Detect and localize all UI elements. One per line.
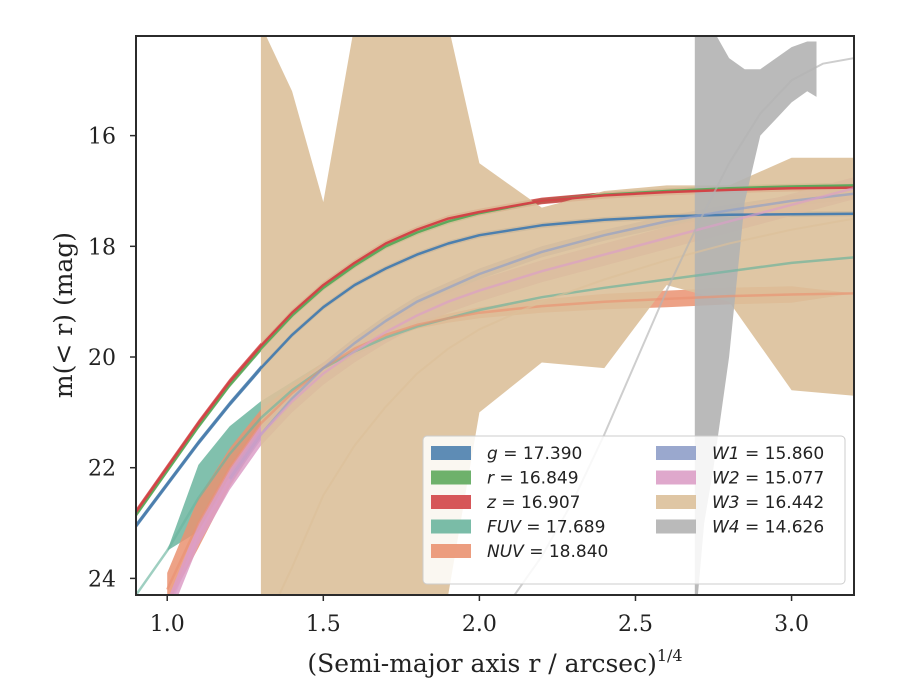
line-fuv: [136, 256, 854, 595]
legend-label-w1: W1 = 15.860: [712, 444, 824, 464]
x-axis-label: (Semi-major axis r / arcsec)1/4: [307, 646, 682, 678]
legend-label-z: z = 16.907: [486, 493, 580, 513]
legend-label-nuv: NUV = 18.840: [487, 542, 608, 562]
legend-swatch-w3: [656, 495, 696, 509]
legend-swatch-w4: [656, 519, 696, 534]
y-axis-ticks: 16 18 20 22 24: [88, 125, 136, 592]
x-axis-ticks: 1.0 1.5 2.0 2.5 3.0: [150, 595, 809, 637]
y-tick-label: 24: [88, 567, 116, 592]
series-lines: [136, 57, 854, 595]
line-z: [136, 186, 854, 513]
y-tick-label: 20: [88, 346, 116, 371]
line-w3: [277, 217, 854, 595]
x-tick-label: 2.5: [618, 612, 653, 637]
legend-label-w3: W3 = 16.442: [712, 493, 824, 513]
legend-swatch-r: [431, 470, 471, 485]
x-tick-label: 2.0: [462, 612, 497, 637]
x-tick-label: 3.0: [774, 612, 809, 637]
x-tick-label: 1.5: [306, 612, 341, 637]
legend-label-w2: W2 = 15.077: [712, 469, 824, 489]
line-w2: [172, 186, 854, 595]
legend-swatch-z: [431, 495, 471, 509]
legend-swatch-w2: [656, 470, 696, 485]
band-w4: [694, 36, 817, 595]
legend-swatch-nuv: [431, 544, 471, 558]
y-tick-label: 18: [88, 235, 116, 260]
legend: g = 17.390 r = 16.849 z = 16.907 FUV = 17.6…: [422, 435, 846, 585]
legend-swatch-fuv: [431, 519, 471, 534]
x-axis-label-main: (Semi-major axis r / arcsec): [307, 649, 656, 678]
legend-label-fuv: FUV = 17.689: [487, 518, 605, 538]
plot-frame: [135, 35, 855, 596]
x-tick-label: 1.0: [150, 612, 185, 637]
legend-box: [422, 435, 846, 585]
band-w3: [260, 36, 854, 595]
legend-swatch-w1: [656, 446, 696, 460]
line-g: [136, 212, 854, 527]
y-tick-label: 16: [88, 125, 116, 150]
line-w1: [228, 192, 854, 480]
legend-label-r: r = 16.849: [487, 469, 579, 489]
legend-label-w4: W4 = 14.626: [712, 518, 824, 538]
x-axis-label-sup: 1/4: [657, 646, 683, 665]
y-tick-label: 22: [88, 457, 116, 482]
y-axis-label: m(< r) (mag): [49, 232, 78, 398]
line-nuv: [166, 292, 854, 591]
legend-label-g: g = 17.390: [487, 444, 582, 464]
legend-swatch-g: [431, 446, 471, 460]
